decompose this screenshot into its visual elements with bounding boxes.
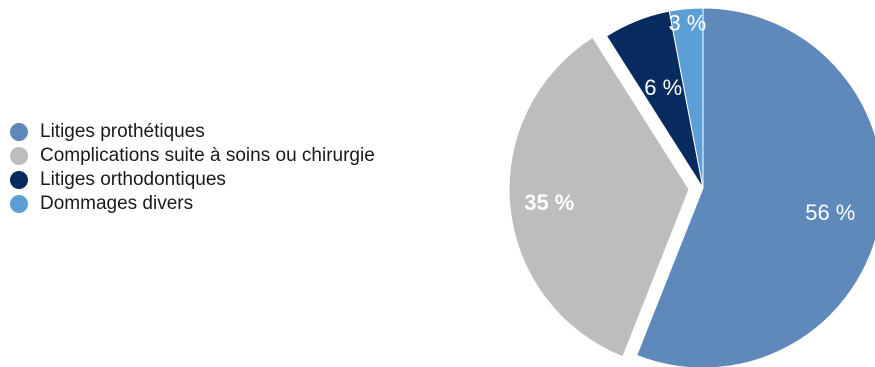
legend-item: Complications suite à soins ou chirurgie [10,144,375,168]
slice-value-label: 35 % [524,190,574,215]
legend-item: Litiges orthodontiques [10,168,375,192]
legend-label: Dommages divers [40,193,194,214]
legend-swatch [10,147,28,165]
legend-label: Litiges orthodontiques [40,169,226,190]
slice-value-label: 56 % [805,200,855,225]
legend-item: Litiges prothétiques [10,120,375,144]
legend-swatch [10,123,28,141]
legend-label: Litiges prothétiques [40,121,205,142]
legend-item: Dommages divers [10,192,375,216]
legend-swatch [10,195,28,213]
pie-slice [668,7,704,189]
pie-slice [508,36,690,358]
legend-label: Complications suite à soins ou chirurgie [40,145,375,166]
chart-legend: Litiges prothétiques Complications suite … [10,120,375,216]
slice-value-label: 6 % [644,75,682,100]
legend-swatch [10,171,28,189]
slice-value-label: 3 % [668,11,706,36]
